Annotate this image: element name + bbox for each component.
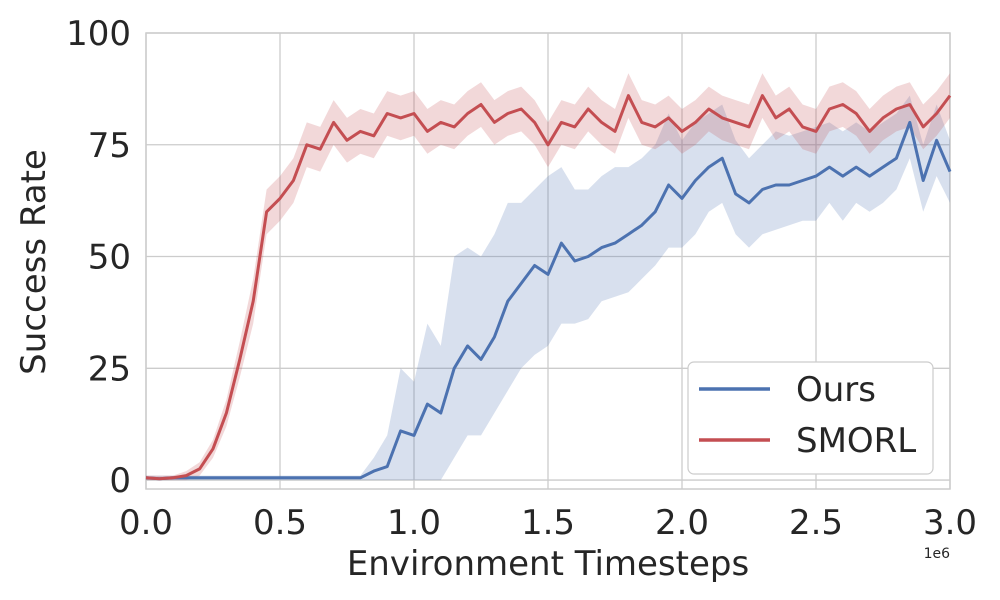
series-lines (145, 94, 952, 481)
y-axis-title: Success Rate (14, 149, 54, 375)
x-tick-label: 3.0 (923, 503, 977, 543)
series-line-ours (145, 120, 952, 481)
y-tick-label: 0 (109, 461, 131, 501)
x-tick-label: 1.0 (387, 503, 441, 543)
legend: Ours SMORL (687, 361, 934, 475)
legend-label-smorl: SMORL (796, 421, 916, 461)
x-tick-labels: 0.0 0.5 1.0 1.5 2.0 2.5 3.0 (119, 503, 977, 543)
x-tick-label: 0.0 (119, 503, 173, 543)
y-tick-label: 75 (88, 126, 131, 166)
legend-label-ours: Ours (796, 370, 876, 410)
x-offset-label: 1e6 (924, 546, 951, 562)
band-smorl (146, 73, 950, 481)
x-tick-label: 0.5 (253, 503, 307, 543)
x-axis-title: Environment Timesteps (347, 544, 749, 584)
y-tick-label: 50 (88, 238, 131, 278)
x-tick-label: 1.5 (521, 503, 575, 543)
confidence-bands (146, 73, 950, 481)
x-tick-label: 2.0 (655, 503, 709, 543)
x-tick-label: 2.5 (789, 503, 843, 543)
y-tick-labels: 0 25 50 75 100 (66, 14, 131, 501)
y-tick-label: 25 (88, 349, 131, 389)
y-tick-label: 100 (66, 14, 131, 54)
band-ours (146, 95, 950, 481)
series-line-smorl (145, 94, 952, 481)
